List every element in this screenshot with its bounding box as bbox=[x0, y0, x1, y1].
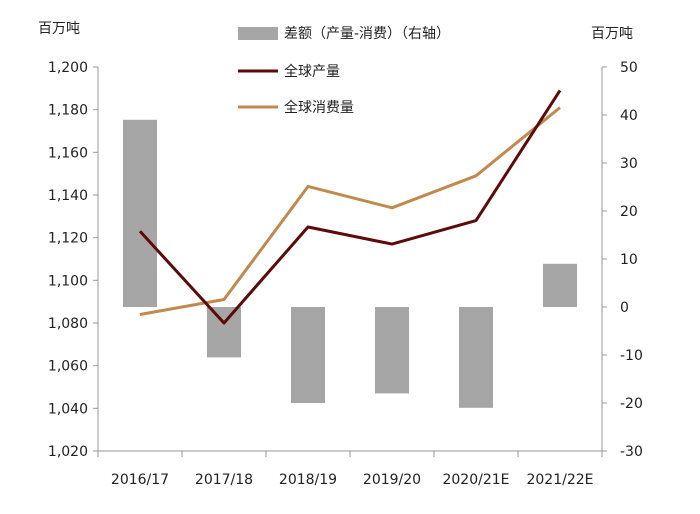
x-tick-label: 2016/17 bbox=[111, 472, 169, 488]
right-tick-label: 10 bbox=[620, 252, 638, 268]
left-tick-label: 1,160 bbox=[48, 145, 88, 161]
legend-label-production: 全球产量 bbox=[284, 63, 340, 80]
bar-balance-2020/21E bbox=[459, 307, 493, 408]
legend-label-balance: 差额（产量-消费）（右轴） bbox=[284, 26, 450, 42]
bar-balance-2018/19 bbox=[291, 307, 325, 403]
left-tick-label: 1,060 bbox=[48, 359, 88, 375]
right-tick-label: -30 bbox=[620, 444, 643, 460]
left-tick-label: 1,020 bbox=[48, 444, 88, 460]
right-tick-label: 20 bbox=[620, 204, 638, 220]
line-consumption bbox=[139, 106, 561, 316]
right-tick-label: 0 bbox=[620, 300, 629, 316]
left-tick-label: 1,100 bbox=[48, 273, 88, 289]
bars bbox=[123, 119, 577, 408]
legend: 差额（产量-消费）（右轴） 全球产量 全球消费量 bbox=[238, 26, 450, 116]
axes: 1,020 1,040 1,060 1,080 1,100 1,120 1,140 1,160… bbox=[48, 60, 643, 460]
x-tick-label: 2021/22E bbox=[526, 472, 593, 488]
legend-swatch-balance bbox=[238, 27, 278, 40]
left-tick-label: 1,140 bbox=[48, 188, 88, 204]
x-tick-label: 2020/21E bbox=[442, 472, 509, 488]
right-tick-label: 40 bbox=[620, 108, 638, 124]
bar-balance-2021/22E bbox=[543, 263, 577, 307]
right-tick-label: 30 bbox=[620, 156, 638, 172]
x-tick-label: 2019/20 bbox=[363, 472, 421, 488]
left-tick-label: 1,040 bbox=[48, 401, 88, 417]
x-tick-label: 2018/19 bbox=[279, 472, 337, 488]
bar-balance-2019/20 bbox=[375, 307, 409, 394]
x-tick-label: 2017/18 bbox=[195, 472, 253, 488]
left-tick-label: 1,080 bbox=[48, 316, 88, 332]
lines bbox=[138, 89, 562, 325]
legend-label-consumption: 全球消费量 bbox=[284, 99, 354, 116]
right-tick-label: -20 bbox=[620, 396, 643, 412]
right-tick-label: 50 bbox=[620, 60, 638, 76]
left-tick-label: 1,180 bbox=[48, 103, 88, 119]
left-tick-label: 1,120 bbox=[48, 231, 88, 247]
line-production bbox=[138, 89, 562, 325]
bar-balance-2016/17 bbox=[123, 119, 157, 307]
left-tick-label: 1,200 bbox=[48, 60, 88, 76]
right-axis-unit: 百万吨 bbox=[591, 26, 633, 42]
bar-balance-2017/18 bbox=[207, 307, 241, 358]
left-axis-unit: 百万吨 bbox=[38, 21, 80, 37]
right-tick-label: -10 bbox=[620, 348, 643, 364]
x-axis-labels: 2016/17 2017/18 2018/19 2019/20 2020/21E 2021… bbox=[111, 472, 594, 488]
